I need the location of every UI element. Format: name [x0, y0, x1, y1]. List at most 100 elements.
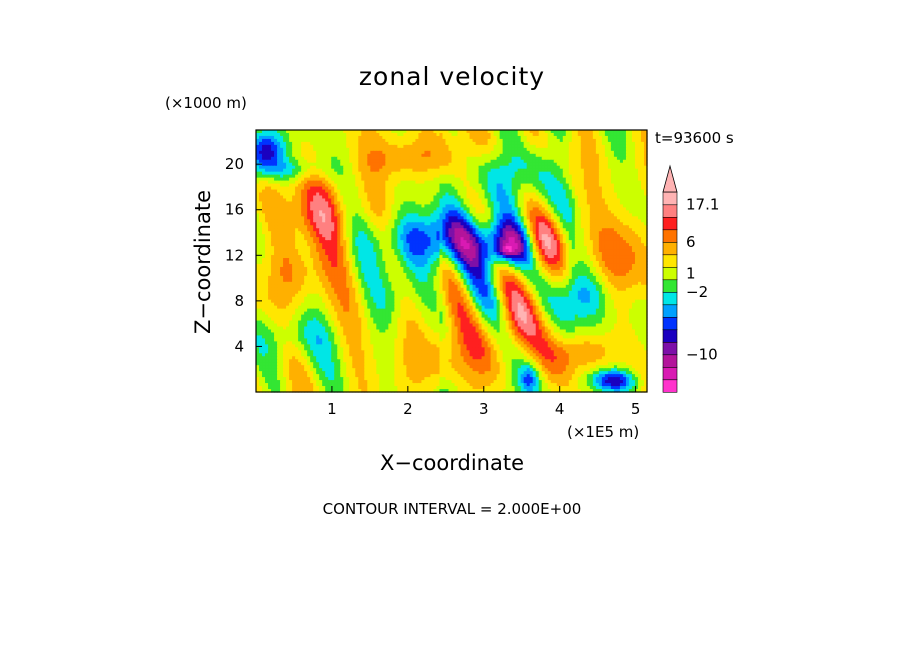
- field-cell: [613, 132, 618, 137]
- field-cell: [292, 180, 296, 185]
- field-cell: [601, 204, 606, 209]
- field-cell: [445, 210, 450, 214]
- field-cell: [457, 204, 462, 209]
- field-cell: [448, 147, 453, 152]
- field-cell: [427, 171, 432, 176]
- field-cell: [439, 234, 444, 238]
- field-cell: [337, 234, 341, 238]
- field-cell: [514, 198, 519, 203]
- field-cell: [364, 150, 368, 155]
- field-cell: [292, 171, 296, 176]
- field-cell: [271, 216, 275, 220]
- field-cell: [526, 165, 531, 170]
- field-cell: [364, 189, 368, 194]
- field-cell: [601, 225, 606, 229]
- field-cell: [574, 207, 579, 211]
- field-cell: [424, 171, 429, 176]
- field-cell: [334, 141, 338, 146]
- field-cell: [472, 162, 477, 167]
- field-cell: [505, 240, 510, 244]
- field-cell: [301, 213, 305, 217]
- field-cell: [535, 174, 540, 179]
- field-cell: [286, 141, 290, 146]
- field-cell: [604, 153, 609, 158]
- field-cell: [616, 234, 621, 238]
- field-cell: [532, 156, 537, 161]
- field-cell: [592, 180, 597, 185]
- field-cell: [544, 165, 549, 170]
- field-cell: [358, 237, 362, 241]
- field-cell: [631, 159, 636, 164]
- field-cell: [262, 210, 266, 214]
- field-cell: [430, 141, 435, 146]
- field-cell: [487, 207, 492, 211]
- field-cell: [328, 174, 332, 179]
- field-cell: [421, 168, 426, 173]
- field-cell: [409, 237, 413, 241]
- field-cell: [361, 204, 365, 209]
- field-cell: [565, 180, 570, 185]
- field-cell: [391, 162, 395, 167]
- field-cell: [370, 237, 374, 241]
- field-cell: [532, 180, 537, 185]
- field-cell: [364, 132, 368, 137]
- field-cell: [562, 132, 567, 137]
- field-cell: [583, 204, 588, 209]
- field-cell: [643, 198, 648, 203]
- field-cell: [271, 228, 275, 232]
- field-cell: [502, 225, 507, 229]
- field-cell: [376, 147, 380, 152]
- field-cell: [340, 183, 344, 188]
- field-cell: [301, 228, 305, 232]
- field-cell: [622, 186, 627, 191]
- field-cell: [613, 183, 618, 188]
- field-cell: [628, 186, 633, 191]
- field-cell: [628, 180, 633, 185]
- field-cell: [418, 177, 423, 182]
- field-cell: [487, 147, 492, 152]
- field-cell: [301, 159, 305, 164]
- field-cell: [439, 174, 444, 179]
- field-cell: [496, 201, 501, 206]
- field-cell: [559, 237, 564, 241]
- field-cell: [442, 195, 447, 200]
- field-cell: [334, 204, 338, 209]
- field-cell: [448, 207, 453, 211]
- field-cell: [601, 153, 606, 158]
- field-cell: [559, 141, 564, 146]
- field-cell: [391, 159, 395, 164]
- field-cell: [574, 171, 579, 176]
- field-cell: [637, 234, 642, 238]
- field-cell: [616, 159, 621, 164]
- field-cell: [634, 132, 639, 137]
- field-cell: [583, 144, 588, 149]
- field-cell: [376, 231, 380, 235]
- field-cell: [295, 240, 299, 244]
- field-cell: [439, 141, 444, 146]
- field-cell: [418, 165, 423, 170]
- field-cell: [277, 144, 281, 149]
- field-cell: [586, 159, 591, 164]
- field-cell: [322, 159, 326, 164]
- field-cell: [439, 180, 444, 185]
- field-cell: [283, 204, 287, 209]
- field-cell: [430, 153, 435, 158]
- field-cell: [463, 135, 468, 140]
- field-cell: [277, 174, 281, 179]
- field-cell: [481, 231, 486, 235]
- field-cell: [520, 132, 525, 137]
- field-cell: [313, 225, 317, 229]
- field-cell: [403, 168, 407, 173]
- field-cell: [385, 186, 389, 191]
- field-cell: [277, 177, 281, 182]
- field-cell: [550, 228, 555, 232]
- field-cell: [412, 213, 417, 217]
- field-cell: [631, 150, 636, 155]
- field-cell: [340, 204, 344, 209]
- field-cell: [343, 237, 347, 241]
- field-cell: [361, 213, 365, 217]
- field-cell: [613, 234, 618, 238]
- field-cell: [460, 171, 465, 176]
- field-cell: [475, 141, 480, 146]
- field-cell: [505, 189, 510, 194]
